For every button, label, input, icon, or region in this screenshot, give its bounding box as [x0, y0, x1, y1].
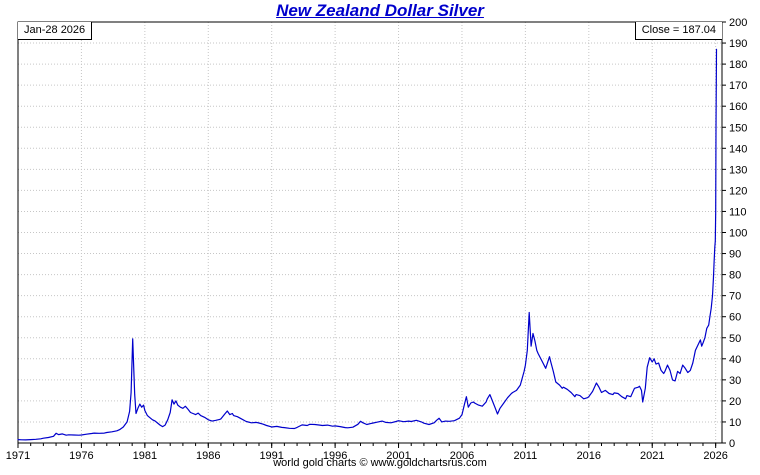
x-tick-label: 1996	[323, 450, 347, 462]
y-tick-label: 100	[729, 228, 747, 240]
y-tick-label: 140	[729, 143, 747, 155]
y-tick-label: 70	[729, 291, 741, 303]
x-tick-label: 1976	[69, 450, 93, 462]
date-label: Jan-28 2026	[18, 22, 93, 40]
x-tick-label: 2016	[577, 450, 601, 462]
x-tick-label: 2001	[386, 450, 410, 462]
price-line	[17, 48, 718, 441]
source-caption: world gold charts © www.goldchartsrus.co…	[273, 457, 487, 469]
y-tick-label: 160	[729, 101, 747, 113]
chart-title: New Zealand Dollar Silver	[276, 1, 484, 20]
x-tick-label: 2026	[703, 450, 727, 462]
y-tick-label: 150	[729, 122, 747, 134]
y-tick-label: 110	[729, 206, 747, 218]
x-tick-label: 2006	[450, 450, 474, 462]
y-tick-label: 200	[729, 17, 747, 29]
y-tick-label: 10	[729, 417, 741, 429]
y-tick-label: 90	[729, 249, 741, 261]
y-tick-label: 130	[729, 164, 747, 176]
x-tick-label: 1991	[259, 450, 283, 462]
y-tick-label: 20	[729, 396, 741, 408]
y-tick-label: 170	[729, 80, 747, 92]
y-tick-label: 50	[729, 333, 741, 345]
y-tick-label: 80	[729, 270, 741, 282]
x-tick-label: 1986	[196, 450, 220, 462]
y-tick-label: 190	[729, 38, 747, 50]
x-tick-label: 2011	[514, 450, 538, 462]
y-tick-label: 60	[729, 312, 741, 324]
y-tick-label: 180	[729, 59, 747, 71]
y-tick-label: 30	[729, 375, 741, 387]
y-tick-label: 120	[729, 185, 747, 197]
y-tick-label: 0	[729, 438, 735, 450]
x-tick-label: 2021	[640, 450, 664, 462]
y-tick-label: 40	[729, 354, 741, 366]
x-tick-label: 1981	[133, 450, 157, 462]
x-tick-label: 1971	[6, 450, 30, 462]
close-value-label: Close = 187.04	[634, 22, 722, 40]
